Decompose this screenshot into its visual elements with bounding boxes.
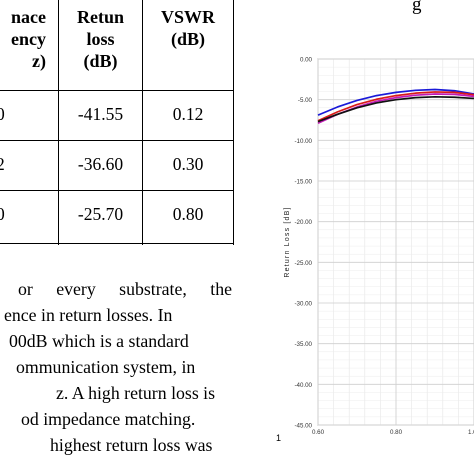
x-tick-label: 0.60 bbox=[312, 429, 325, 436]
y-tick-label: -20.00 bbox=[294, 219, 312, 226]
table-header-return-loss: Retun loss (dB) bbox=[59, 6, 142, 72]
table-cell-return-loss: -36.60 bbox=[77, 154, 124, 174]
series-line bbox=[317, 95, 474, 123]
header-line: (dB) bbox=[83, 51, 118, 71]
paragraph-line: 00dB which is a standard bbox=[9, 331, 189, 351]
caption-fragment: g bbox=[412, 0, 422, 15]
series-line bbox=[317, 88, 474, 116]
y-tick-label: -10.00 bbox=[294, 138, 312, 145]
table-cell-return-loss: -41.55 bbox=[77, 104, 124, 124]
table-cell-frequency: 2 bbox=[0, 154, 5, 174]
paragraph-line: or every substrate, the bbox=[18, 279, 232, 299]
table-divider bbox=[142, 0, 144, 245]
table-header-vswr: VSWR (dB) bbox=[143, 6, 233, 50]
table-cell-vswr: 0.30 bbox=[172, 154, 204, 174]
header-line: ency bbox=[11, 29, 46, 49]
paragraph-line: od impedance matching. bbox=[21, 409, 196, 429]
table-divider bbox=[0, 190, 234, 192]
table-cell-vswr: 0.12 bbox=[172, 104, 204, 124]
paragraph-line: highest return loss was bbox=[50, 435, 213, 455]
header-line: z) bbox=[32, 51, 46, 71]
y-tick-label: -30.00 bbox=[294, 301, 312, 308]
paragraph-line: ence in return losses. In bbox=[4, 305, 173, 325]
y-tick-label: 0.00 bbox=[300, 57, 313, 64]
table-divider bbox=[0, 90, 234, 92]
paragraph-line: z. A high return loss is bbox=[56, 383, 216, 403]
table-divider bbox=[58, 0, 60, 245]
header-line: nace bbox=[11, 7, 46, 27]
table-cell-frequency: 0 bbox=[0, 104, 5, 124]
header-line: Retun bbox=[76, 7, 124, 27]
table-cell-frequency: 0 bbox=[0, 204, 5, 224]
return-loss-chart: 0.00 -5.00 -10.00 -15.00 -20.00 -25.00 -30.00 -… bbox=[276, 57, 474, 443]
x-tick-label: 0.80 bbox=[390, 429, 403, 436]
left-label: 1 bbox=[276, 433, 281, 443]
y-tick-label: -40.00 bbox=[294, 382, 312, 389]
table-cell-return-loss: -25.70 bbox=[77, 204, 124, 224]
x-tick-label: 1.00 bbox=[468, 429, 474, 436]
table-divider bbox=[233, 0, 235, 245]
paragraph-line: ommunication system, in bbox=[16, 357, 196, 377]
header-line: (dB) bbox=[170, 29, 205, 49]
results-table: nace ency z) Retun loss (dB) VSWR (dB) 0… bbox=[0, 0, 235, 245]
y-axis-label: Return Loss [dB] bbox=[284, 206, 291, 277]
y-tick-label: -45.00 bbox=[294, 423, 312, 430]
y-tick-label: -5.00 bbox=[298, 97, 313, 104]
table-divider bbox=[0, 243, 234, 245]
header-line: loss bbox=[86, 29, 115, 49]
series-line bbox=[317, 91, 474, 122]
table-cell-vswr: 0.80 bbox=[172, 204, 204, 224]
table-header-frequency: nace ency z) bbox=[0, 6, 46, 72]
y-tick-label: -25.00 bbox=[294, 260, 312, 267]
y-tick-label: -15.00 bbox=[294, 179, 312, 186]
y-tick-label: -35.00 bbox=[294, 341, 312, 348]
table-divider bbox=[0, 140, 234, 142]
header-line: VSWR bbox=[160, 7, 215, 27]
